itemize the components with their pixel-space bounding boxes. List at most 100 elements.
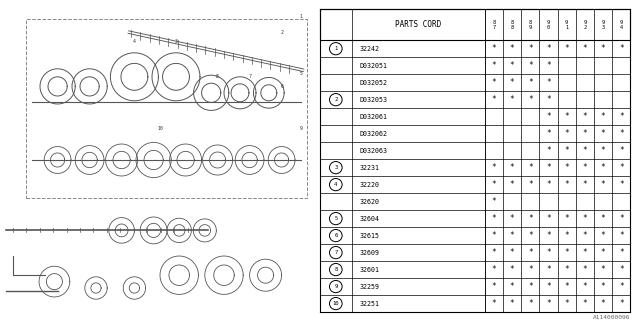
Text: *: * <box>564 231 569 240</box>
Text: 32259: 32259 <box>360 284 380 290</box>
Text: *: * <box>564 180 569 189</box>
Text: *: * <box>619 282 623 291</box>
Text: *: * <box>492 95 496 104</box>
Text: 8
7: 8 7 <box>492 20 495 30</box>
Text: *: * <box>546 180 551 189</box>
Text: *: * <box>601 265 605 274</box>
Text: *: * <box>492 44 496 53</box>
Text: *: * <box>528 299 532 308</box>
Text: *: * <box>528 214 532 223</box>
Text: 9
0: 9 0 <box>547 20 550 30</box>
Text: 32615: 32615 <box>360 233 380 239</box>
Text: *: * <box>509 78 515 87</box>
Text: *: * <box>528 61 532 70</box>
Text: *: * <box>582 282 588 291</box>
Text: *: * <box>546 265 551 274</box>
Text: *: * <box>546 112 551 121</box>
Text: *: * <box>601 44 605 53</box>
Text: 7: 7 <box>334 250 337 255</box>
Text: *: * <box>619 248 623 257</box>
Text: 32620: 32620 <box>360 199 380 204</box>
Text: 2: 2 <box>334 97 337 102</box>
Text: *: * <box>582 265 588 274</box>
Text: 9
1: 9 1 <box>565 20 568 30</box>
Text: PARTS CORD: PARTS CORD <box>395 20 442 29</box>
Text: *: * <box>509 214 515 223</box>
Text: *: * <box>528 78 532 87</box>
Text: 10: 10 <box>157 125 163 131</box>
Text: *: * <box>546 78 551 87</box>
Text: *: * <box>619 299 623 308</box>
Text: *: * <box>509 44 515 53</box>
Text: *: * <box>528 231 532 240</box>
Text: 9
2: 9 2 <box>583 20 586 30</box>
Text: *: * <box>619 146 623 155</box>
Text: *: * <box>509 95 515 104</box>
Text: 7: 7 <box>248 74 251 79</box>
Text: *: * <box>528 282 532 291</box>
Text: D032063: D032063 <box>360 148 388 154</box>
Text: *: * <box>601 146 605 155</box>
Text: 32242: 32242 <box>360 46 380 52</box>
Text: 9: 9 <box>334 284 337 289</box>
Text: *: * <box>492 197 496 206</box>
Text: *: * <box>492 265 496 274</box>
Text: *: * <box>509 61 515 70</box>
Text: *: * <box>546 95 551 104</box>
Text: *: * <box>564 44 569 53</box>
Text: *: * <box>528 95 532 104</box>
Text: *: * <box>601 231 605 240</box>
Text: *: * <box>601 299 605 308</box>
Text: 5: 5 <box>334 216 337 221</box>
Text: 32601: 32601 <box>360 267 380 273</box>
Text: *: * <box>564 112 569 121</box>
Text: *: * <box>619 44 623 53</box>
Text: 1: 1 <box>300 13 302 19</box>
Text: *: * <box>582 180 588 189</box>
Text: *: * <box>582 248 588 257</box>
Text: 5: 5 <box>300 71 302 76</box>
Text: *: * <box>546 129 551 138</box>
Text: *: * <box>528 44 532 53</box>
Text: *: * <box>582 231 588 240</box>
Text: *: * <box>528 163 532 172</box>
Text: *: * <box>492 299 496 308</box>
Text: *: * <box>619 265 623 274</box>
Text: *: * <box>564 163 569 172</box>
Bar <box>320 10 630 40</box>
Text: *: * <box>601 214 605 223</box>
Text: *: * <box>582 44 588 53</box>
Text: 32220: 32220 <box>360 182 380 188</box>
Text: 32609: 32609 <box>360 250 380 256</box>
Text: 10: 10 <box>333 301 339 306</box>
Text: 32231: 32231 <box>360 164 380 171</box>
Text: D032061: D032061 <box>360 114 388 120</box>
Text: 8
9: 8 9 <box>529 20 532 30</box>
Text: *: * <box>582 146 588 155</box>
Text: *: * <box>509 180 515 189</box>
Text: *: * <box>582 112 588 121</box>
Text: *: * <box>619 231 623 240</box>
Text: 1: 1 <box>334 46 337 51</box>
Text: *: * <box>564 146 569 155</box>
Text: 3: 3 <box>175 39 177 44</box>
Text: D032051: D032051 <box>360 63 388 69</box>
Text: 8
8: 8 8 <box>511 20 513 30</box>
Text: *: * <box>492 180 496 189</box>
Text: *: * <box>492 78 496 87</box>
Text: 6: 6 <box>280 84 283 89</box>
Text: A114000096: A114000096 <box>593 315 630 320</box>
Text: *: * <box>601 129 605 138</box>
Text: *: * <box>619 180 623 189</box>
Text: *: * <box>509 299 515 308</box>
Text: D032052: D032052 <box>360 80 388 86</box>
Text: *: * <box>509 163 515 172</box>
Text: *: * <box>546 282 551 291</box>
Text: *: * <box>601 112 605 121</box>
Text: D032053: D032053 <box>360 97 388 103</box>
Text: *: * <box>619 112 623 121</box>
Text: *: * <box>619 163 623 172</box>
Text: *: * <box>564 129 569 138</box>
Text: *: * <box>546 231 551 240</box>
Text: *: * <box>492 282 496 291</box>
